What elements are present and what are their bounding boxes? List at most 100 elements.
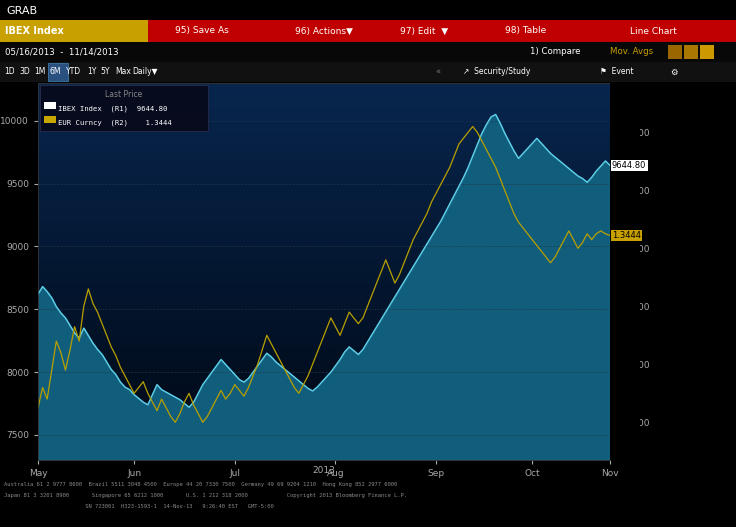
Bar xyxy=(38,144,610,146)
Text: EUR Curncy  (R2)    1.3444: EUR Curncy (R2) 1.3444 xyxy=(58,119,171,125)
Bar xyxy=(38,126,610,127)
Bar xyxy=(38,323,610,324)
Bar xyxy=(38,442,610,444)
Bar xyxy=(38,203,610,205)
Bar xyxy=(38,130,610,131)
Bar xyxy=(38,326,610,327)
Bar xyxy=(38,167,610,169)
Bar xyxy=(38,280,610,281)
Bar xyxy=(38,278,610,279)
Bar xyxy=(38,89,610,91)
Bar xyxy=(38,208,610,209)
Bar xyxy=(38,304,610,306)
Bar xyxy=(38,141,610,142)
Bar xyxy=(38,181,610,182)
Bar xyxy=(38,148,610,150)
Bar xyxy=(0,20,736,42)
Bar xyxy=(38,368,610,369)
Bar xyxy=(38,250,610,251)
Bar xyxy=(38,162,610,163)
Bar xyxy=(38,163,610,164)
Bar xyxy=(38,328,610,329)
Bar xyxy=(38,183,610,185)
Bar xyxy=(38,92,610,93)
Text: ↗  Security/Study: ↗ Security/Study xyxy=(463,67,531,76)
Bar xyxy=(38,277,610,278)
Bar xyxy=(38,427,610,428)
Bar xyxy=(38,301,610,303)
Bar xyxy=(38,115,610,117)
Bar xyxy=(38,87,610,88)
Bar xyxy=(38,307,610,308)
Bar xyxy=(38,350,610,352)
Bar xyxy=(38,418,610,420)
Bar xyxy=(38,257,610,258)
Bar xyxy=(38,134,610,136)
Bar xyxy=(38,424,610,425)
Bar xyxy=(38,344,610,346)
Bar xyxy=(38,239,610,240)
Bar xyxy=(38,205,610,206)
Bar xyxy=(38,228,610,229)
Bar xyxy=(38,273,610,274)
Bar xyxy=(38,303,610,304)
Bar xyxy=(38,409,610,411)
Bar xyxy=(38,310,610,311)
Bar xyxy=(38,446,610,447)
Bar xyxy=(38,137,610,138)
Bar xyxy=(38,98,610,99)
Bar xyxy=(38,120,610,121)
Bar xyxy=(38,226,610,228)
Bar xyxy=(38,346,610,347)
Bar xyxy=(38,143,610,144)
Bar xyxy=(38,84,610,85)
Bar xyxy=(38,430,610,431)
Text: 1) Compare: 1) Compare xyxy=(530,47,581,56)
Bar xyxy=(38,454,610,455)
Bar xyxy=(38,169,610,170)
Bar xyxy=(38,179,610,180)
Bar xyxy=(38,124,610,126)
Bar xyxy=(38,229,610,230)
Bar xyxy=(38,264,610,265)
Bar xyxy=(38,383,610,385)
Bar xyxy=(38,196,610,197)
Bar xyxy=(38,313,610,314)
Bar xyxy=(38,269,610,270)
Bar xyxy=(40,85,208,131)
Bar xyxy=(38,338,610,339)
Bar xyxy=(38,355,610,356)
Bar xyxy=(38,438,610,440)
Bar xyxy=(38,352,610,353)
Bar xyxy=(38,216,610,218)
Bar xyxy=(38,138,610,140)
Bar xyxy=(38,387,610,388)
Bar xyxy=(38,131,610,132)
Bar xyxy=(38,318,610,319)
Bar xyxy=(38,327,610,328)
Bar xyxy=(38,97,610,98)
Text: 05/16/2013  -  11/14/2013: 05/16/2013 - 11/14/2013 xyxy=(5,47,118,56)
Bar xyxy=(38,219,610,220)
Bar xyxy=(48,63,68,81)
Bar xyxy=(38,170,610,171)
Bar xyxy=(38,114,610,115)
Bar xyxy=(38,376,610,377)
Text: 6M: 6M xyxy=(50,67,62,76)
Bar xyxy=(38,420,610,421)
Bar xyxy=(38,456,610,457)
Bar xyxy=(38,161,610,162)
Bar xyxy=(38,241,610,242)
Bar xyxy=(38,166,610,167)
Bar xyxy=(38,417,610,418)
Bar xyxy=(44,102,56,109)
Bar xyxy=(38,244,610,245)
Bar xyxy=(38,369,610,371)
Bar xyxy=(38,311,610,313)
Bar xyxy=(38,437,610,438)
Bar xyxy=(38,189,610,190)
Bar xyxy=(38,211,610,212)
Bar xyxy=(38,389,610,391)
Bar xyxy=(38,435,610,436)
Bar xyxy=(0,62,736,82)
